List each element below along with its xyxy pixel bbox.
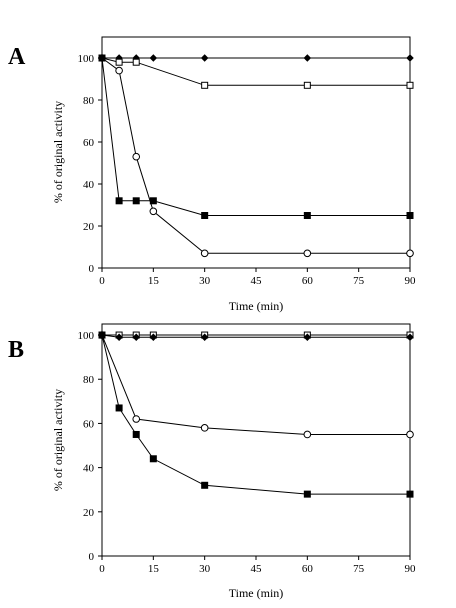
series-line-open-circle (101, 57, 410, 254)
data-point-open-circle (406, 430, 414, 439)
x-tick-label: 30 (199, 563, 211, 575)
data-point-filled-square (132, 197, 140, 205)
series-line-open-circle (101, 334, 410, 435)
data-point-filled-square (132, 430, 140, 438)
data-point-filled-square (149, 455, 157, 463)
x-tick-label: 90 (405, 275, 417, 287)
panel-a-x-axis-title: Time (min) (229, 299, 284, 313)
y-tick-label: 100 (78, 330, 95, 342)
x-tick-label: 30 (199, 275, 211, 287)
data-point-filled-square (149, 197, 157, 205)
data-point-open-circle (115, 66, 123, 75)
x-tick-label: 60 (302, 275, 314, 287)
panel-a-series (98, 54, 414, 258)
y-tick-label: 100 (78, 53, 95, 65)
series-line-filled-square (101, 334, 410, 495)
y-tick-label: 80 (83, 95, 95, 107)
data-point-open-circle (200, 249, 209, 258)
x-tick-label: 0 (99, 275, 105, 287)
data-point-filled-square (303, 490, 311, 498)
data-point-open-circle (303, 430, 312, 439)
series-line-filled-square (101, 57, 410, 216)
y-tick-label: 0 (89, 551, 95, 563)
data-point-open-circle (132, 152, 141, 161)
data-point-filled-square (303, 212, 311, 219)
panel-a-ticks: 0 15 30 45 60 75 90 0 20 40 60 80 100 (78, 53, 417, 287)
data-point-open-square (303, 81, 311, 89)
data-point-filled-square (406, 212, 414, 219)
x-tick-label: 0 (99, 563, 105, 575)
panel-b-x-axis-title: Time (min) (229, 586, 284, 600)
x-tick-label: 90 (405, 563, 417, 575)
y-tick-label: 20 (83, 507, 95, 519)
data-point-open-circle (132, 415, 141, 423)
panel-b-letter: B (8, 337, 24, 363)
data-point-filled-square (201, 481, 209, 489)
y-tick-label: 40 (83, 179, 95, 191)
y-tick-label: 80 (83, 374, 95, 386)
data-point-filled-square (115, 197, 123, 205)
data-point-filled-diamond (303, 333, 312, 342)
data-point-filled-diamond (132, 333, 140, 342)
data-point-filled-diamond (406, 54, 414, 62)
x-tick-label: 15 (148, 563, 160, 575)
panel-a-plot-frame (101, 36, 411, 269)
data-point-filled-diamond (115, 333, 123, 342)
x-tick-label: 45 (251, 563, 263, 575)
data-point-filled-square (201, 212, 209, 219)
data-point-filled-square (98, 54, 106, 62)
x-tick-label: 60 (302, 563, 314, 575)
y-tick-label: 20 (83, 221, 95, 233)
data-point-open-circle (200, 424, 209, 432)
data-point-filled-diamond (200, 333, 209, 342)
data-point-filled-square (98, 331, 106, 339)
panel-b-plot-frame (101, 323, 411, 557)
panel-a-letter: A (8, 44, 26, 70)
data-point-open-square (115, 58, 123, 66)
data-point-open-square (132, 58, 140, 66)
data-point-filled-square (115, 404, 123, 412)
data-point-filled-diamond (200, 54, 209, 62)
x-tick-label: 45 (251, 275, 263, 287)
y-tick-label: 0 (89, 263, 95, 275)
data-point-open-square (201, 81, 209, 89)
panel-b-series (98, 331, 414, 498)
y-tick-label: 60 (83, 137, 95, 149)
panel-b-y-axis-title: % of original activity (51, 389, 65, 491)
x-tick-label: 75 (353, 275, 365, 287)
panel-a: A 0 15 30 45 60 75 90 0 20 40 60 80 100 Time (min) %… (8, 36, 417, 313)
data-point-open-circle (303, 249, 312, 258)
data-point-filled-square (406, 490, 414, 498)
data-point-filled-diamond (149, 54, 158, 62)
data-point-filled-diamond (406, 333, 414, 342)
panel-a-y-axis-title: % of original activity (51, 101, 65, 203)
data-point-filled-diamond (303, 54, 312, 62)
data-point-open-circle (406, 249, 414, 258)
y-tick-label: 60 (83, 418, 95, 430)
data-point-filled-diamond (149, 333, 158, 342)
data-point-open-square (406, 81, 414, 89)
x-tick-label: 15 (148, 275, 160, 287)
panel-b-ticks: 0 15 30 45 60 75 90 0 20 40 60 80 100 (78, 330, 417, 575)
panel-b: B 0 15 30 45 60 75 90 0 20 40 60 80 100 Time (min) %… (8, 323, 417, 600)
x-tick-label: 75 (353, 563, 365, 575)
data-point-open-circle (149, 207, 158, 216)
y-tick-label: 40 (83, 463, 95, 475)
series-line-open-square (101, 57, 410, 86)
